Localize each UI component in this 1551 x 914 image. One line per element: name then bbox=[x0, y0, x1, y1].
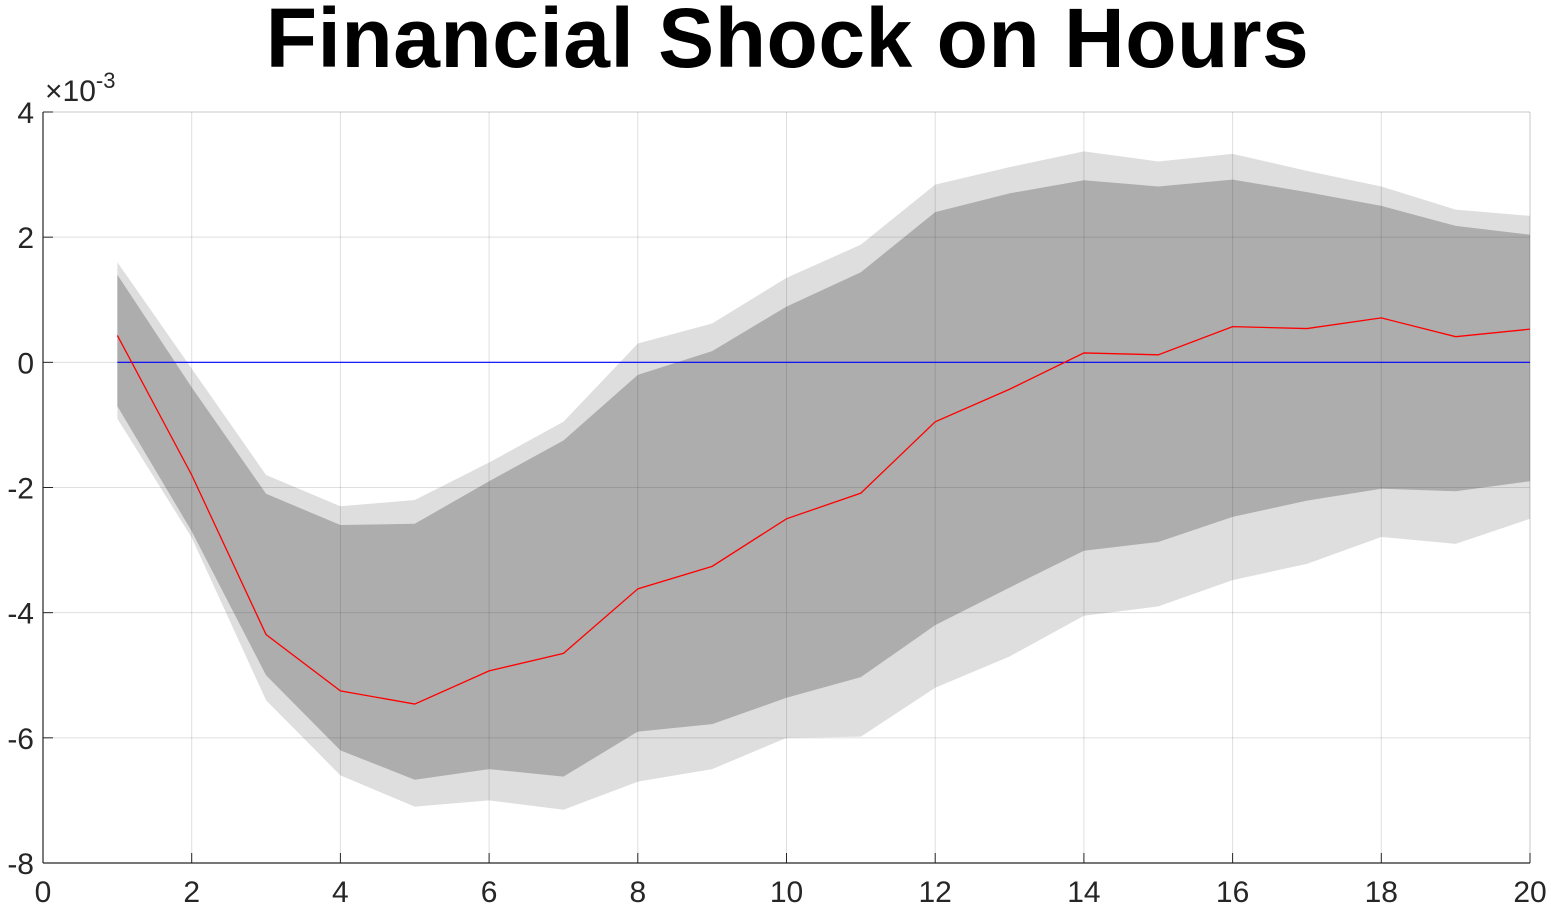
median-response-line bbox=[116, 317, 1531, 705]
y-tick-label: 4 bbox=[17, 97, 34, 130]
x-tick-label: 4 bbox=[332, 876, 349, 909]
y-tick-label: -6 bbox=[7, 723, 34, 756]
chart-title: Financial Shock on Hours bbox=[265, 0, 1310, 85]
x-tick-label: 6 bbox=[481, 876, 498, 909]
y-tick-label: 2 bbox=[17, 222, 34, 255]
y-tick-label: -8 bbox=[7, 848, 34, 881]
y-tick-label: 0 bbox=[17, 347, 34, 380]
x-tick-label: 20 bbox=[1513, 876, 1546, 909]
y-axis-multiplier: ×10-3 bbox=[45, 68, 115, 108]
y-axis-multiplier-base: ×10 bbox=[45, 75, 96, 108]
y-tick-label: -2 bbox=[7, 473, 34, 506]
inner-confidence-band bbox=[117, 179, 1531, 780]
x-tick-label: 10 bbox=[770, 876, 803, 909]
x-tick-label: 18 bbox=[1365, 876, 1398, 909]
x-tick-label: 14 bbox=[1067, 876, 1100, 909]
x-tick-label: 12 bbox=[919, 876, 952, 909]
x-tick-label: 0 bbox=[35, 876, 52, 909]
y-tick-label: -4 bbox=[7, 598, 34, 631]
x-tick-label: 2 bbox=[183, 876, 200, 909]
x-tick-label: 16 bbox=[1216, 876, 1249, 909]
y-axis-multiplier-exponent: -3 bbox=[96, 68, 116, 93]
x-tick-label: 8 bbox=[629, 876, 646, 909]
